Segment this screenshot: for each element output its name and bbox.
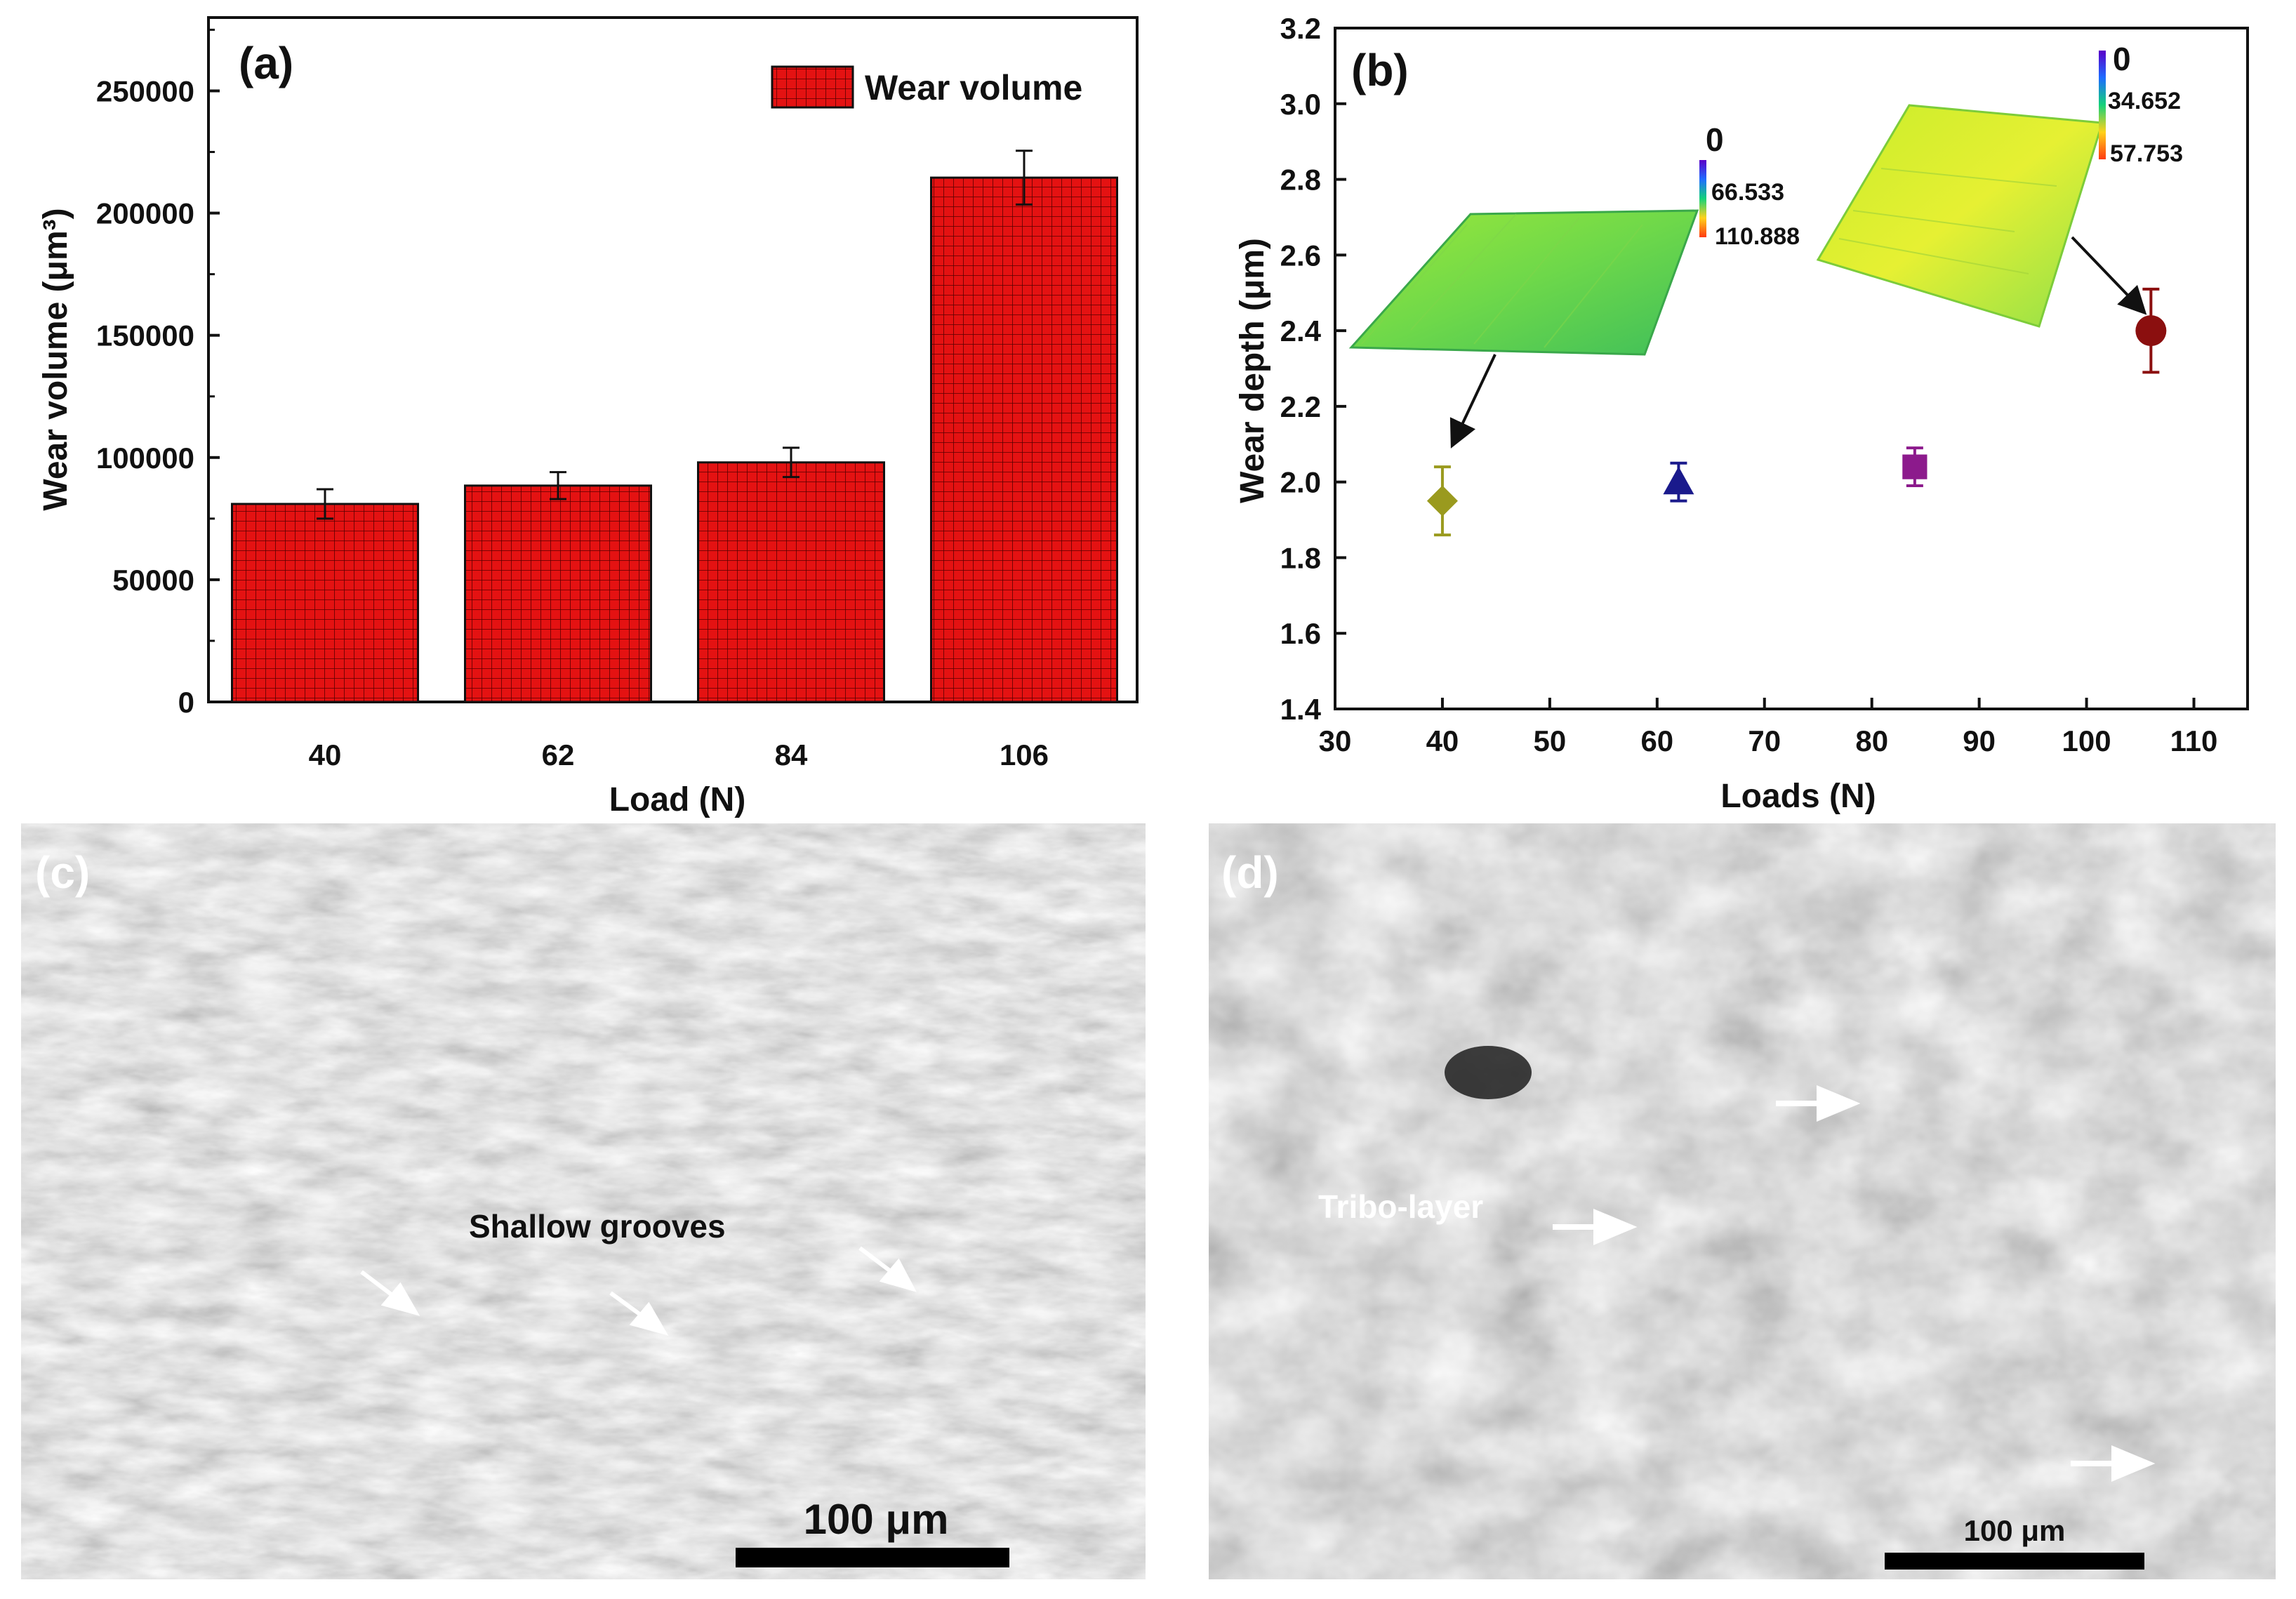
data-point-40n (1426, 485, 1458, 517)
y-tick-label-b: 2.4 (1280, 314, 1322, 347)
x-tick-label-b: 100 (2062, 724, 2111, 757)
x-tick-label-b: 110 (2170, 724, 2218, 757)
panel-label-c: (c) (35, 847, 90, 898)
scale-label-c: 100 μm (804, 1496, 949, 1543)
groove-arrows (360, 1246, 917, 1336)
legend-swatch (771, 65, 854, 109)
x-tick-label-b: 30 (1319, 724, 1352, 757)
pore-feature (1445, 1046, 1532, 1099)
wear-volume-bar-chart: (a) 0 50000 100000 150000 200000 250000 40 62 8… (37, 16, 1139, 818)
plot-frame-a (207, 16, 1139, 703)
data-point-106n (2135, 315, 2167, 347)
bar (464, 484, 652, 703)
scale-bar-c (736, 1548, 1009, 1567)
sem-micrograph-c (21, 823, 1146, 1579)
x-tick-label-b: 60 (1640, 724, 1673, 757)
y-tick-label-a: 250000 (96, 74, 194, 107)
x-tick-label-b: 80 (1855, 724, 1888, 757)
x-tick-label-b: 40 (1426, 724, 1459, 757)
y-tick-label-a: 0 (178, 686, 194, 719)
colorbar-106n-mid: 34.652 (2108, 88, 2181, 114)
colorbar-40n (1699, 160, 1706, 237)
tribo-arrows (1553, 1085, 2156, 1482)
colorbar-40n-max: 0 (1706, 121, 1724, 158)
y-tick-label-a: 50000 (112, 564, 194, 597)
panel-label-b: (b) (1351, 45, 1409, 95)
panel-label-a: (a) (239, 38, 293, 88)
colorbar-106n-max: 0 (2113, 41, 2131, 77)
x-tick-label-a: 84 (775, 738, 808, 771)
inset-3d-profile-106n: 0 34.652 57.753 (1816, 41, 2183, 328)
x-tick-label-a: 62 (542, 738, 575, 771)
y-tick-label-a: 200000 (96, 197, 194, 230)
x-axis-label-a: Load (N) (609, 781, 746, 818)
y-tick-label-b: 3.2 (1280, 12, 1321, 45)
colorbar-106n (2099, 51, 2106, 159)
y-tick-label-b: 1.8 (1280, 541, 1321, 574)
colorbar-40n-mid: 66.533 (1711, 179, 1784, 206)
wear-depth-scatter-chart: (b) 1.4 1.6 1.8 2.0 2.2 2.4 2.6 2.8 3.0 3.2 30 40 5… (1234, 12, 2249, 815)
legend-label: Wear volume (865, 68, 1082, 107)
annotation-shallow-grooves: Shallow grooves (469, 1208, 726, 1245)
y-tick-label-b: 3.0 (1280, 88, 1321, 121)
y-axis-label-b: Wear depth (μm) (1234, 238, 1271, 503)
x-tick-label-b: 90 (1963, 724, 1996, 757)
x-tick-label-b: 70 (1748, 724, 1781, 757)
x-tick-label-a: 40 (309, 738, 342, 771)
inset-arrow-106n (2071, 236, 2147, 315)
x-tick-label-a: 106 (1000, 738, 1049, 771)
y-tick-label-b: 2.8 (1280, 164, 1321, 197)
scale-bar-d (1885, 1553, 2144, 1570)
sem-image-c: (c) Shallow grooves 100 μm (21, 823, 1146, 1579)
bar (930, 176, 1118, 703)
annotation-tribo-layer: Tribo-layer (1318, 1188, 1483, 1225)
y-tick-label-b: 1.4 (1280, 693, 1322, 726)
y-tick-label-b: 2.6 (1280, 239, 1321, 272)
y-tick-label-a: 100000 (96, 442, 194, 475)
panel-label-d: (d) (1221, 847, 1279, 898)
colorbar-40n-min: 110.888 (1715, 223, 1800, 250)
y-tick-label-a: 150000 (96, 319, 194, 352)
sem-image-d: (d) Tribo-layer 100 μm (1209, 823, 2276, 1579)
inset-3d-profile-40n: 0 66.533 110.888 (1348, 121, 1800, 449)
bar (231, 503, 419, 703)
data-point-62n (1663, 466, 1694, 495)
sem-micrograph-d (1209, 823, 2276, 1579)
data-point-84n (1902, 454, 1927, 479)
y-axis-label-a: Wear volume (μm³) (37, 208, 74, 510)
plot-frame-b (1334, 27, 2249, 710)
y-tick-label-b: 2.2 (1280, 390, 1321, 423)
scale-label-d: 100 μm (1964, 1514, 2066, 1547)
x-axis-label-b: Loads (N) (1720, 778, 1876, 815)
inset-arrow-40n (1449, 354, 1497, 449)
y-tick-label-b: 2.0 (1280, 466, 1321, 499)
x-tick-label-b: 50 (1534, 724, 1567, 757)
bar (697, 461, 885, 703)
y-tick-label-b: 1.6 (1280, 617, 1321, 650)
colorbar-106n-min: 57.753 (2110, 140, 2183, 167)
